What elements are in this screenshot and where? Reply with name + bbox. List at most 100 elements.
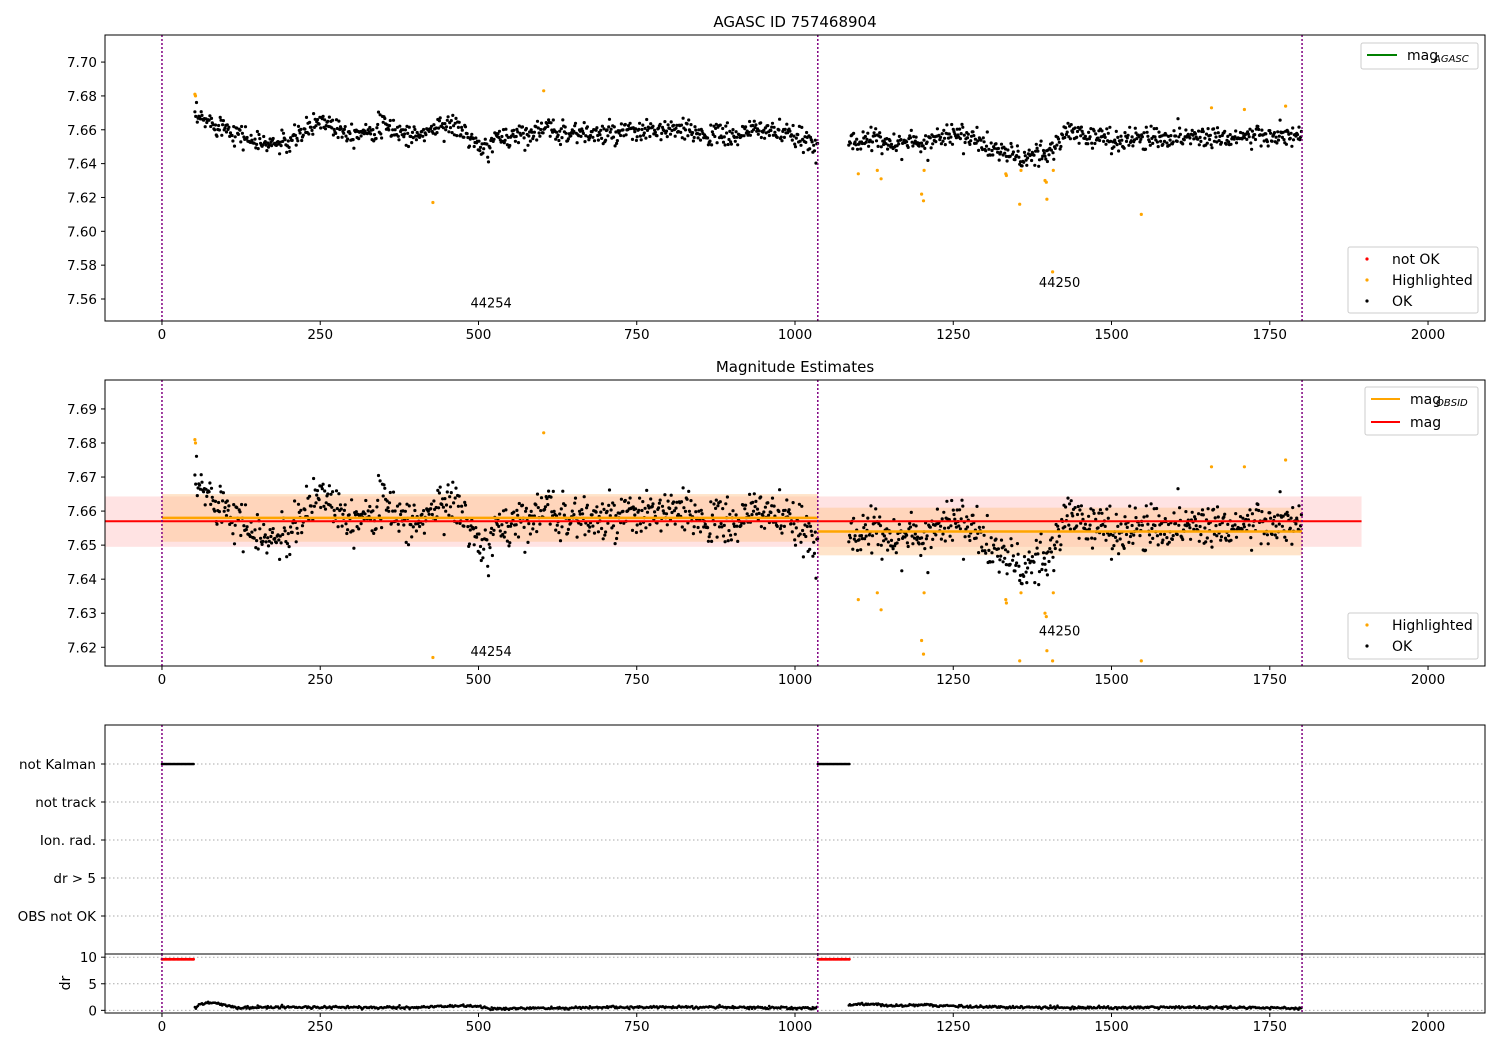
ok-point xyxy=(359,522,363,526)
ok-point xyxy=(1032,153,1036,157)
flag-label-ion-rad: Ion. rad. xyxy=(40,833,96,849)
ok-point xyxy=(668,132,673,136)
ok-point xyxy=(751,500,755,504)
ok-point xyxy=(412,125,416,129)
ok-point xyxy=(897,142,901,146)
ok-point xyxy=(260,542,264,547)
ok-point xyxy=(696,525,700,530)
ok-point xyxy=(488,146,492,150)
ok-point xyxy=(436,488,440,492)
ok-point xyxy=(793,543,798,547)
ok-point xyxy=(1009,537,1013,541)
ok-point xyxy=(1030,555,1034,559)
ok-point xyxy=(335,507,339,511)
x-tick-label: 2000 xyxy=(1411,672,1445,688)
ok-point xyxy=(500,523,504,527)
ok-point xyxy=(971,513,975,517)
ok-point xyxy=(315,493,319,497)
ok-point xyxy=(1071,514,1075,518)
dr-point xyxy=(398,1004,401,1007)
ok-point xyxy=(1156,543,1160,547)
ok-point xyxy=(274,541,278,545)
highlighted-point xyxy=(193,441,198,445)
ok-point xyxy=(456,125,460,129)
ok-point xyxy=(1171,534,1175,538)
ok-point xyxy=(381,120,385,124)
ok-point xyxy=(751,509,756,513)
ok-point xyxy=(1289,516,1293,520)
ok-point xyxy=(350,122,354,126)
ok-point xyxy=(500,134,504,139)
ok-point xyxy=(558,512,562,516)
ok-point xyxy=(894,148,898,153)
ok-point xyxy=(1117,139,1121,143)
ok-point xyxy=(1109,557,1114,561)
ok-point xyxy=(767,513,771,517)
ok-point xyxy=(1005,159,1009,163)
ok-point xyxy=(535,492,540,496)
ok-point xyxy=(1259,144,1263,148)
ok-point xyxy=(946,136,951,140)
ok-point xyxy=(785,498,789,502)
ok-point xyxy=(973,137,978,141)
ok-point xyxy=(383,116,387,121)
ok-point xyxy=(611,501,615,505)
ok-point xyxy=(653,510,657,514)
ok-point xyxy=(338,503,343,507)
ok-point xyxy=(1003,147,1008,151)
ok-point xyxy=(645,510,650,514)
ok-point xyxy=(714,122,718,126)
ok-point xyxy=(981,136,985,140)
dr-point xyxy=(1053,1005,1056,1008)
ok-point xyxy=(1029,559,1033,563)
flags-chart-category-labels: not Kalman not track Ion. rad. dr > 5 OB… xyxy=(18,757,98,925)
ok-point xyxy=(422,509,426,513)
dr-point xyxy=(587,1007,591,1010)
ok-point xyxy=(615,141,619,145)
ok-point xyxy=(332,508,336,512)
ok-point xyxy=(798,139,802,143)
ok-point xyxy=(527,134,531,138)
ok-point xyxy=(1114,512,1118,516)
ok-point xyxy=(657,506,661,510)
ok-point xyxy=(561,489,565,493)
ok-point xyxy=(997,570,1001,574)
ok-point xyxy=(240,502,244,507)
ok-point xyxy=(748,119,752,124)
ok-point xyxy=(430,512,434,517)
ok-point xyxy=(996,554,1000,558)
ok-point xyxy=(945,123,949,127)
ok-point xyxy=(860,537,864,541)
plot-frame xyxy=(104,34,1486,322)
ok-point xyxy=(1226,134,1230,138)
ok-point xyxy=(309,125,313,129)
ok-point xyxy=(1022,555,1027,559)
ok-point xyxy=(422,127,426,132)
ok-point xyxy=(707,535,711,539)
ok-point xyxy=(407,504,411,508)
ok-point xyxy=(665,135,669,139)
ok-point xyxy=(1109,152,1114,156)
ok-point xyxy=(566,527,571,532)
ok-point xyxy=(258,137,262,141)
ok-point xyxy=(721,126,725,131)
x-tick-label: 1500 xyxy=(1094,327,1128,343)
ok-point xyxy=(1108,125,1112,129)
top-chart-obs-label: 44250 xyxy=(1039,276,1080,291)
ok-point xyxy=(961,152,966,156)
y-tick-label: 5 xyxy=(88,977,97,993)
ok-point xyxy=(579,134,583,138)
top-chart-title: AGASC ID 757468904 xyxy=(713,13,876,31)
ok-point xyxy=(655,134,659,138)
ok-point xyxy=(406,131,410,135)
ok-point xyxy=(310,510,314,514)
ok-point xyxy=(800,504,804,508)
dr-point xyxy=(785,1005,788,1009)
ok-point xyxy=(669,120,673,124)
ok-point xyxy=(867,144,871,148)
middle-chart: Magnitude Estimates 0 250 500 750 1000 1250 15… xyxy=(67,358,1486,688)
ok-point xyxy=(547,489,551,493)
ok-point xyxy=(432,499,436,503)
ok-point xyxy=(391,509,395,513)
ok-point xyxy=(296,124,301,128)
